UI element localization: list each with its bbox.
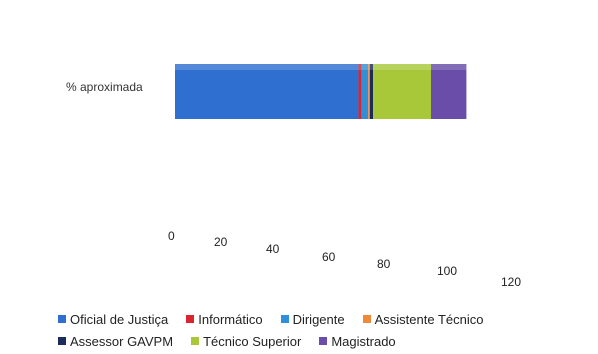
legend-item: Assessor GAVPM <box>58 334 173 349</box>
bar-segment-highlight-1 <box>175 64 359 70</box>
bar-segment-highlight-4 <box>368 64 370 70</box>
x-tick-label-60: 60 <box>322 250 336 264</box>
x-tick-label-100: 100 <box>437 264 457 278</box>
legend-swatch <box>319 337 328 345</box>
legend-swatch <box>58 337 66 345</box>
legend-label: Dirigente <box>292 311 345 327</box>
legend-label: Assistente Técnico <box>374 311 484 327</box>
legend-item: Oficial de Justiça <box>58 312 168 327</box>
legend-label: Assessor GAVPM <box>70 333 174 349</box>
category-label: % aproximada <box>66 80 143 94</box>
legend-item: Magistrado <box>319 333 396 349</box>
bar-segment-5 <box>369 64 374 119</box>
bar-segment-highlight-5 <box>369 64 374 70</box>
legend-row-1: Oficial de Justiça Informático Dirigente As… <box>58 308 588 330</box>
bar-segment-7 <box>430 64 467 119</box>
chart-legend: Oficial de Justiça Informático Dirigente As… <box>58 308 588 352</box>
legend-row-2: Assessor GAVPM Técnico Superior Magistrado <box>58 330 588 352</box>
bar-segment-4 <box>368 64 370 119</box>
bar-segment-1 <box>175 64 359 119</box>
bar-segment-3 <box>361 64 369 119</box>
bar-segment-2 <box>358 64 362 119</box>
bar-segment-highlight-3 <box>361 64 369 70</box>
legend-swatch <box>191 337 200 345</box>
x-tick-label-40: 40 <box>266 242 280 256</box>
legend-item: Assistente Técnico <box>362 311 484 327</box>
legend-label: Magistrado <box>331 333 396 349</box>
legend-swatch <box>280 315 289 323</box>
legend-swatch <box>186 315 195 323</box>
legend-label: Informático <box>198 311 263 327</box>
legend-swatch <box>362 315 371 323</box>
legend-label: Técnico Superior <box>203 333 302 349</box>
legend-swatch <box>58 315 66 323</box>
x-tick-label-0: 0 <box>168 229 175 243</box>
bar-segment-highlight-2 <box>358 64 362 70</box>
bar-segment-highlight-7 <box>430 64 467 70</box>
legend-item: Informático <box>186 311 263 327</box>
legend-item: Dirigente <box>280 311 345 327</box>
x-tick-label-120: 120 <box>501 275 521 289</box>
bar-segment-6 <box>373 64 431 119</box>
legend-item: Técnico Superior <box>191 334 301 349</box>
bar-segment-highlight-6 <box>373 64 431 70</box>
x-tick-label-20: 20 <box>214 235 228 249</box>
x-tick-label-80: 80 <box>377 257 391 271</box>
legend-label: Oficial de Justiça <box>70 311 169 327</box>
